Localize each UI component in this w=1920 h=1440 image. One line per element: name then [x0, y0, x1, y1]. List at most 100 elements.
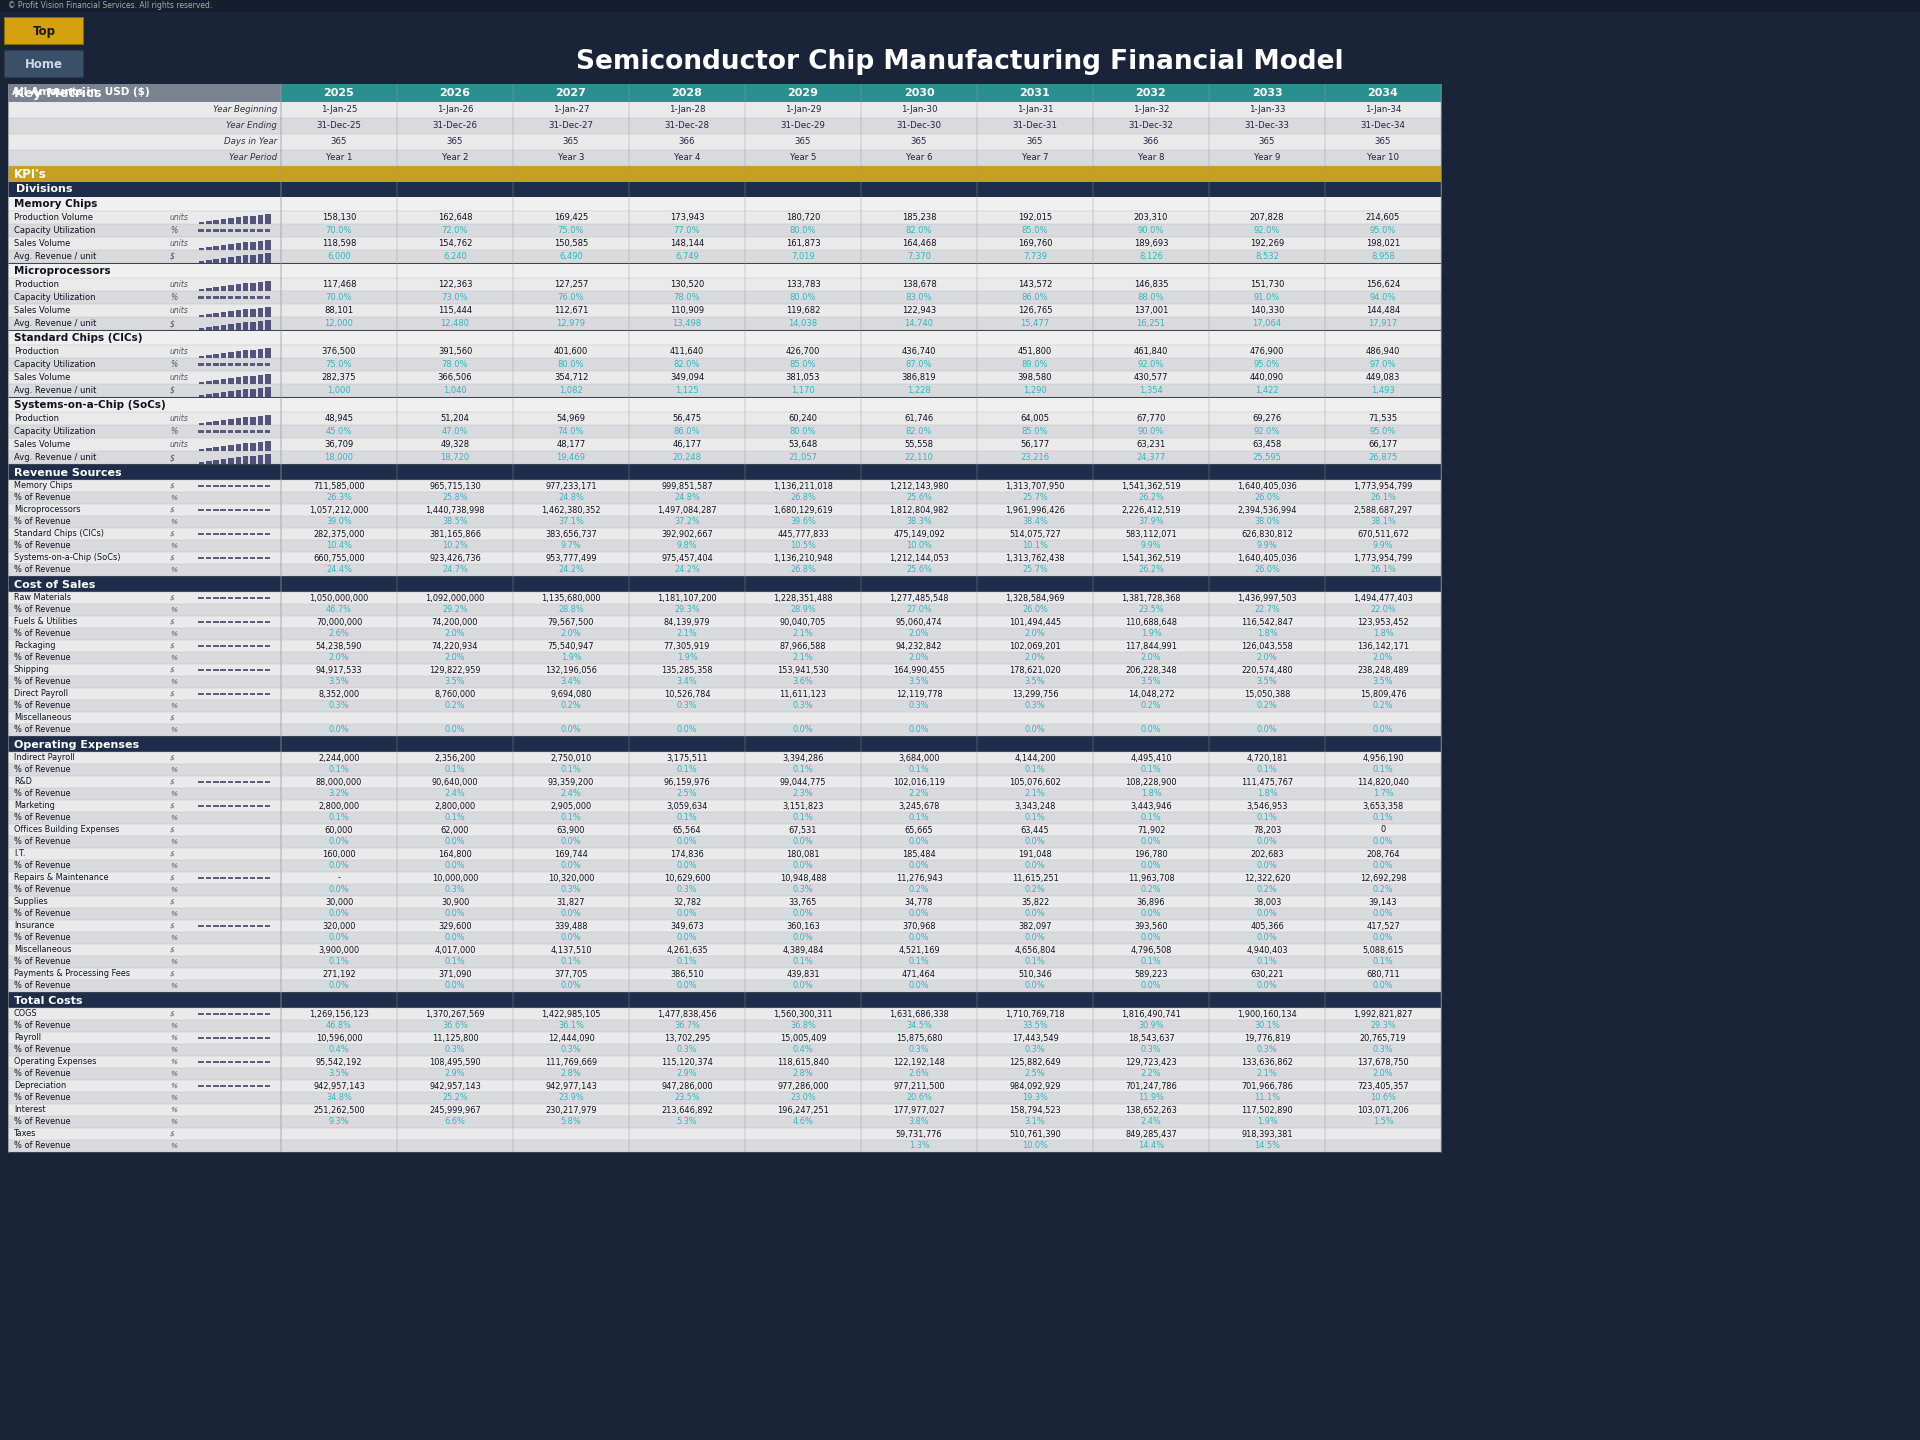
Text: 63,900: 63,900 [557, 825, 586, 835]
Text: 510,346: 510,346 [1018, 969, 1052, 979]
Text: 11,615,251: 11,615,251 [1012, 874, 1058, 883]
Bar [198, 877, 204, 880]
Text: % of Revenue: % of Revenue [13, 541, 71, 550]
Text: 185,238: 185,238 [902, 213, 937, 222]
Text: 0.3%: 0.3% [1025, 701, 1044, 710]
Text: $: $ [171, 691, 175, 697]
Text: 73.0%: 73.0% [442, 292, 468, 302]
Text: 180,720: 180,720 [785, 213, 820, 222]
Text: 0.0%: 0.0% [445, 910, 465, 919]
Text: 0.0%: 0.0% [445, 933, 465, 943]
Bar [198, 229, 204, 232]
Text: 1,816,490,741: 1,816,490,741 [1121, 1009, 1181, 1018]
Text: 13,702,295: 13,702,295 [664, 1034, 710, 1043]
Text: I.T.: I.T. [13, 850, 25, 858]
Text: 514,075,727: 514,075,727 [1010, 530, 1062, 539]
Text: $: $ [171, 827, 175, 832]
Text: 24.8%: 24.8% [674, 494, 701, 503]
Text: 0.1%: 0.1% [1256, 766, 1277, 775]
Text: 0.0%: 0.0% [445, 861, 465, 871]
Text: 1,381,728,368: 1,381,728,368 [1121, 593, 1181, 602]
Text: Operating Expenses: Operating Expenses [13, 740, 138, 749]
Bar [257, 253, 263, 262]
Text: 19,469: 19,469 [557, 454, 586, 462]
Text: 30.1%: 30.1% [1254, 1021, 1281, 1031]
Text: 1,541,362,519: 1,541,362,519 [1121, 481, 1181, 491]
Bar [8, 1008, 1442, 1020]
Text: %: % [171, 1071, 177, 1077]
Text: 33,765: 33,765 [789, 897, 818, 907]
Bar [213, 220, 219, 223]
Text: 589,223: 589,223 [1135, 969, 1167, 979]
Text: 0.0%: 0.0% [676, 726, 697, 734]
Text: 2.0%: 2.0% [445, 629, 465, 638]
Text: 0.1%: 0.1% [561, 958, 582, 966]
Bar [250, 533, 255, 536]
Text: 86.0%: 86.0% [1021, 292, 1048, 302]
Bar [250, 216, 255, 223]
Text: 2.0%: 2.0% [445, 654, 465, 662]
Bar [250, 596, 255, 599]
Text: 136,142,171: 136,142,171 [1357, 641, 1409, 651]
Text: 2,905,000: 2,905,000 [551, 802, 591, 811]
Bar [236, 419, 242, 425]
Text: 426,700: 426,700 [785, 347, 820, 356]
Bar [198, 508, 204, 511]
Text: 1,000: 1,000 [326, 386, 351, 395]
Bar [221, 325, 227, 330]
Bar [8, 412, 1442, 425]
Text: %: % [171, 815, 177, 821]
Text: 69,276: 69,276 [1252, 415, 1283, 423]
Bar [257, 229, 263, 232]
Text: 238,248,489: 238,248,489 [1357, 665, 1409, 674]
Text: 430,577: 430,577 [1133, 373, 1167, 382]
Text: 1,370,267,569: 1,370,267,569 [424, 1009, 484, 1018]
Text: 4,389,484: 4,389,484 [781, 946, 824, 955]
Text: 0.1%: 0.1% [908, 766, 929, 775]
Bar [200, 289, 204, 291]
Text: 6,749: 6,749 [676, 252, 699, 261]
Bar [213, 805, 219, 808]
Text: 86.0%: 86.0% [674, 428, 701, 436]
Text: 349,094: 349,094 [670, 373, 705, 382]
Bar [257, 557, 263, 559]
Text: 1,422,985,105: 1,422,985,105 [541, 1009, 601, 1018]
Text: 2,226,412,519: 2,226,412,519 [1121, 505, 1181, 514]
Text: 0.0%: 0.0% [908, 933, 929, 943]
Text: 38,003: 38,003 [1254, 897, 1281, 907]
Text: 476,900: 476,900 [1250, 347, 1284, 356]
Text: 14.5%: 14.5% [1254, 1142, 1281, 1151]
Text: 62,000: 62,000 [442, 825, 468, 835]
Text: 38.0%: 38.0% [1254, 517, 1281, 527]
Bar [265, 780, 271, 783]
Bar [265, 1037, 271, 1040]
Bar [205, 431, 211, 433]
Text: 1,710,769,718: 1,710,769,718 [1006, 1009, 1066, 1018]
Text: Operating Expenses: Operating Expenses [13, 1057, 96, 1067]
Text: KPI's: KPI's [13, 167, 46, 180]
Bar [221, 1012, 227, 1015]
Text: 8,352,000: 8,352,000 [319, 690, 359, 698]
Bar [8, 896, 1442, 909]
Bar [228, 392, 234, 396]
Text: Divisions: Divisions [15, 184, 73, 194]
Text: 0.1%: 0.1% [561, 766, 582, 775]
Text: 25.8%: 25.8% [442, 494, 468, 503]
Text: 1,181,107,200: 1,181,107,200 [657, 593, 716, 602]
Text: 9.9%: 9.9% [1373, 541, 1394, 550]
Text: 0.0%: 0.0% [1373, 933, 1394, 943]
Bar [265, 805, 271, 808]
Bar [221, 805, 227, 808]
Bar [0, 0, 1920, 12]
Text: 942,957,143: 942,957,143 [313, 1081, 365, 1090]
Bar [265, 693, 271, 696]
Text: 70.0%: 70.0% [326, 226, 351, 235]
Text: 10.2%: 10.2% [442, 541, 468, 550]
Bar [213, 420, 219, 425]
Bar [234, 363, 240, 366]
Bar [205, 596, 211, 599]
Text: 164,990,455: 164,990,455 [893, 665, 945, 674]
Bar [198, 805, 204, 808]
Text: 95,060,474: 95,060,474 [897, 618, 943, 626]
Text: units: units [171, 239, 188, 248]
